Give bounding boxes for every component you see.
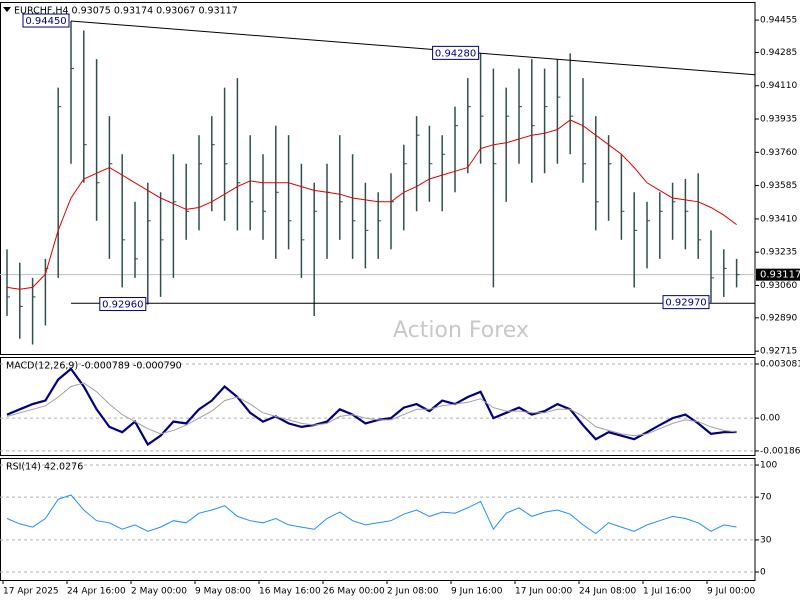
price-label-box — [662, 295, 710, 310]
symbol-icon — [3, 7, 11, 12]
y-tick-label: 0.93935 — [760, 115, 797, 125]
panel-frame — [0, 357, 756, 456]
y-tick-label: 0.94285 — [760, 48, 797, 58]
panel-title: EURCHF,H4 0.93075 0.93174 0.93067 0.9311… — [14, 6, 238, 17]
y-tick-label: 0.003081 — [760, 360, 800, 370]
x-tick-label: 16 May 16:00 — [259, 587, 321, 597]
x-tick-label: 17 Jun 00:00 — [515, 587, 572, 597]
x-tick-label: 24 Jun 08:00 — [579, 587, 636, 597]
y-tick-label: 30 — [760, 535, 772, 545]
price-label: 0.94280 — [435, 48, 476, 59]
panel-title: RSI(14) 42.0276 — [6, 462, 83, 473]
panel-title: MACD(12,26,9) -0.000789 -0.000790 — [6, 361, 182, 372]
indicator-line — [6, 494, 737, 535]
price-label-box — [432, 45, 480, 60]
y-tick-label: 0.00 — [760, 414, 780, 424]
price-label: 0.94450 — [25, 16, 66, 27]
x-tick-label: 26 May 00:00 — [323, 587, 385, 597]
current-price-box — [756, 268, 800, 281]
y-tick-label: 0.93760 — [760, 148, 797, 158]
y-tick-label: 70 — [760, 493, 772, 503]
y-tick-label: 0.92715 — [760, 347, 797, 357]
y-tick-label: 0.93060 — [760, 281, 797, 291]
indicator-line — [6, 367, 737, 447]
y-tick-label: 0.92890 — [760, 313, 797, 323]
y-tick-label: 0.93235 — [760, 248, 797, 258]
y-tick-label: 0.93410 — [760, 214, 797, 224]
price-label-box — [99, 297, 147, 312]
panel-frame — [0, 458, 756, 581]
moving-average — [6, 119, 737, 290]
trendline — [70, 20, 756, 76]
y-tick-label: -0.001868 — [760, 446, 800, 456]
x-tick-label: 2 Jun 08:00 — [387, 587, 439, 597]
y-tick-label: 0.94110 — [760, 81, 797, 91]
price-label: 0.92960 — [102, 300, 143, 311]
watermark: Action Forex — [393, 318, 529, 343]
x-tick-label: 9 Jul 00:00 — [707, 587, 756, 597]
y-tick-label: 0.94455 — [760, 16, 797, 26]
price-label-box — [22, 13, 70, 28]
current-price-label: 0.93117 — [760, 270, 800, 281]
x-tick-label: 17 Apr 2025 — [3, 587, 59, 597]
x-tick-label: 2 May 00:00 — [131, 587, 187, 597]
x-tick-label: 24 Apr 16:00 — [67, 587, 126, 597]
y-tick-label: 100 — [760, 461, 777, 471]
indicator-line — [6, 382, 737, 437]
x-tick-label: 9 Jun 16:00 — [451, 587, 503, 597]
y-tick-label: 0 — [760, 567, 766, 577]
x-tick-label: 9 May 08:00 — [195, 587, 251, 597]
y-tick-label: 0.93585 — [760, 181, 797, 191]
panel-frame — [0, 2, 756, 355]
price-label: 0.92970 — [665, 298, 706, 309]
x-tick-label: 1 Jul 16:00 — [643, 587, 692, 597]
